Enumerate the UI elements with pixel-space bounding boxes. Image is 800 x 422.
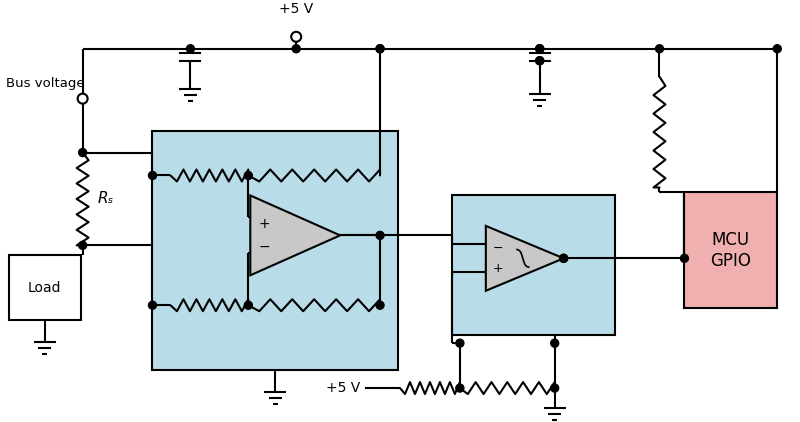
Text: +: + xyxy=(259,217,270,231)
Circle shape xyxy=(149,301,157,309)
Text: +5 V: +5 V xyxy=(326,381,360,395)
Circle shape xyxy=(292,45,300,53)
Circle shape xyxy=(78,241,86,249)
Circle shape xyxy=(244,171,252,179)
Circle shape xyxy=(774,45,782,53)
Circle shape xyxy=(244,301,252,309)
Polygon shape xyxy=(250,195,340,275)
Circle shape xyxy=(376,45,384,53)
Bar xyxy=(9,255,81,320)
Circle shape xyxy=(376,301,384,309)
Circle shape xyxy=(186,45,194,53)
Circle shape xyxy=(291,32,301,42)
Bar xyxy=(452,195,614,335)
Circle shape xyxy=(78,94,88,104)
Text: −: − xyxy=(493,242,503,255)
Circle shape xyxy=(560,254,568,262)
Circle shape xyxy=(456,339,464,347)
Circle shape xyxy=(376,231,384,239)
Circle shape xyxy=(376,45,384,53)
Text: Load: Load xyxy=(28,281,62,295)
Circle shape xyxy=(550,384,558,392)
Circle shape xyxy=(681,254,689,262)
Text: Rₛ: Rₛ xyxy=(98,192,114,206)
Circle shape xyxy=(456,384,464,392)
Text: +: + xyxy=(493,262,503,275)
Circle shape xyxy=(550,339,558,347)
Circle shape xyxy=(560,254,568,262)
Circle shape xyxy=(536,57,544,65)
Bar xyxy=(685,192,778,308)
Circle shape xyxy=(78,149,86,157)
Text: Bus voltage: Bus voltage xyxy=(6,77,85,90)
Text: MCU
GPIO: MCU GPIO xyxy=(710,231,751,270)
Bar xyxy=(153,130,398,370)
Text: −: − xyxy=(259,240,270,254)
Circle shape xyxy=(536,45,544,53)
Circle shape xyxy=(655,45,663,53)
Polygon shape xyxy=(486,226,564,291)
Circle shape xyxy=(536,45,544,53)
Circle shape xyxy=(536,57,544,65)
Circle shape xyxy=(149,171,157,179)
Text: +5 V: +5 V xyxy=(279,2,314,16)
